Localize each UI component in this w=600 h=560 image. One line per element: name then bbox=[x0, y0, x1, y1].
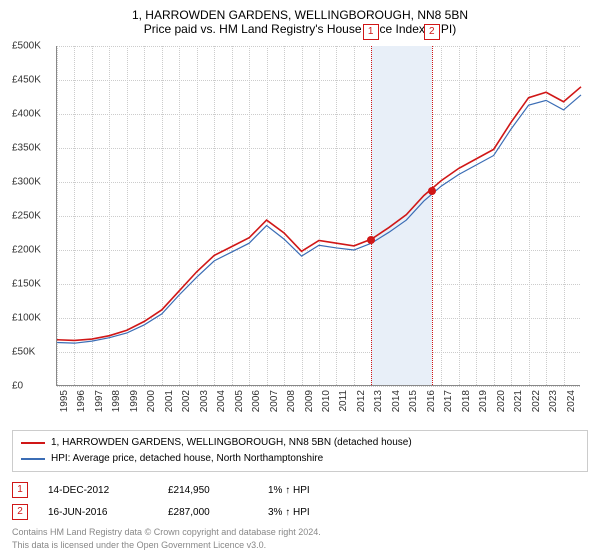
gridline-h bbox=[57, 386, 580, 387]
x-tick-label: 2003 bbox=[199, 390, 210, 412]
x-tick-label: 2005 bbox=[234, 390, 245, 412]
legend-swatch bbox=[21, 442, 45, 444]
sales-price: £287,000 bbox=[168, 507, 248, 518]
x-tick-label: 2023 bbox=[548, 390, 559, 412]
y-tick-label: £350K bbox=[12, 143, 41, 154]
x-tick-label: 1996 bbox=[76, 390, 87, 412]
y-tick-label: £100K bbox=[12, 313, 41, 324]
legend-swatch bbox=[21, 458, 45, 460]
sales-badge: 2 bbox=[12, 504, 28, 520]
x-tick-label: 2019 bbox=[478, 390, 489, 412]
sales-date: 16-JUN-2016 bbox=[48, 507, 148, 518]
y-tick-label: £200K bbox=[12, 245, 41, 256]
footnote: Contains HM Land Registry data © Crown c… bbox=[12, 526, 588, 552]
x-tick-label: 2009 bbox=[304, 390, 315, 412]
x-tick-label: 2016 bbox=[426, 390, 437, 412]
x-tick-label: 2006 bbox=[251, 390, 262, 412]
x-tick-label: 2017 bbox=[443, 390, 454, 412]
sales-table: 1 14-DEC-2012 £214,950 1% ↑ HPI 2 16-JUN-2016… bbox=[12, 482, 588, 520]
event-marker bbox=[428, 187, 436, 195]
y-tick-label: £0 bbox=[12, 381, 23, 392]
x-tick-label: 2000 bbox=[146, 390, 157, 412]
x-tick-label: 2014 bbox=[391, 390, 402, 412]
series-hpi bbox=[57, 95, 581, 343]
x-tick-label: 2024 bbox=[566, 390, 577, 412]
x-tick-label: 1998 bbox=[111, 390, 122, 412]
event-marker bbox=[367, 236, 375, 244]
chart-area: 12 £0 £50K £100K £150K £200K £250K £300K £350K £… bbox=[12, 42, 588, 422]
x-tick-label: 2002 bbox=[181, 390, 192, 412]
sales-hpi: 3% ↑ HPI bbox=[268, 507, 348, 518]
event-badge: 1 bbox=[363, 24, 379, 40]
event-badge: 2 bbox=[424, 24, 440, 40]
sales-badge: 1 bbox=[12, 482, 28, 498]
x-tick-label: 2008 bbox=[286, 390, 297, 412]
x-tick-label: 2010 bbox=[321, 390, 332, 412]
x-tick-label: 2022 bbox=[531, 390, 542, 412]
sales-hpi: 1% ↑ HPI bbox=[268, 485, 348, 496]
sales-price: £214,950 bbox=[168, 485, 248, 496]
y-tick-label: £400K bbox=[12, 109, 41, 120]
x-tick-label: 2018 bbox=[461, 390, 472, 412]
x-tick-label: 2015 bbox=[408, 390, 419, 412]
y-tick-label: £450K bbox=[12, 75, 41, 86]
x-tick-label: 2013 bbox=[373, 390, 384, 412]
x-tick-label: 2004 bbox=[216, 390, 227, 412]
x-tick-label: 2021 bbox=[513, 390, 524, 412]
x-tick-label: 2012 bbox=[356, 390, 367, 412]
x-tick-label: 1995 bbox=[59, 390, 70, 412]
series-price_paid bbox=[57, 87, 581, 341]
x-tick-label: 2020 bbox=[496, 390, 507, 412]
y-tick-label: £150K bbox=[12, 279, 41, 290]
legend-row: HPI: Average price, detached house, Nort… bbox=[21, 451, 579, 467]
sales-row: 1 14-DEC-2012 £214,950 1% ↑ HPI bbox=[12, 482, 588, 498]
series-layer bbox=[57, 46, 581, 386]
legend-row: 1, HARROWDEN GARDENS, WELLINGBOROUGH, NN… bbox=[21, 435, 579, 451]
sales-row: 2 16-JUN-2016 £287,000 3% ↑ HPI bbox=[12, 504, 588, 520]
plot-region: 12 bbox=[56, 46, 580, 386]
y-tick-label: £300K bbox=[12, 177, 41, 188]
x-tick-label: 2011 bbox=[338, 390, 349, 412]
legend-label: 1, HARROWDEN GARDENS, WELLINGBOROUGH, NN… bbox=[51, 435, 412, 451]
y-tick-label: £250K bbox=[12, 211, 41, 222]
chart-title: 1, HARROWDEN GARDENS, WELLINGBOROUGH, NN… bbox=[12, 8, 588, 22]
y-tick-label: £50K bbox=[12, 347, 35, 358]
legend-box: 1, HARROWDEN GARDENS, WELLINGBOROUGH, NN… bbox=[12, 430, 588, 472]
y-tick-label: £500K bbox=[12, 41, 41, 52]
footnote-line-2: This data is licensed under the Open Gov… bbox=[12, 539, 588, 552]
x-tick-label: 2001 bbox=[164, 390, 175, 412]
x-tick-label: 1999 bbox=[129, 390, 140, 412]
event-line bbox=[432, 46, 433, 385]
legend-label: HPI: Average price, detached house, Nort… bbox=[51, 451, 323, 467]
sales-date: 14-DEC-2012 bbox=[48, 485, 148, 496]
x-tick-label: 1997 bbox=[94, 390, 105, 412]
event-line bbox=[371, 46, 372, 385]
chart-subtitle: Price paid vs. HM Land Registry's House … bbox=[12, 22, 588, 36]
footnote-line-1: Contains HM Land Registry data © Crown c… bbox=[12, 526, 588, 539]
x-tick-label: 2007 bbox=[269, 390, 280, 412]
